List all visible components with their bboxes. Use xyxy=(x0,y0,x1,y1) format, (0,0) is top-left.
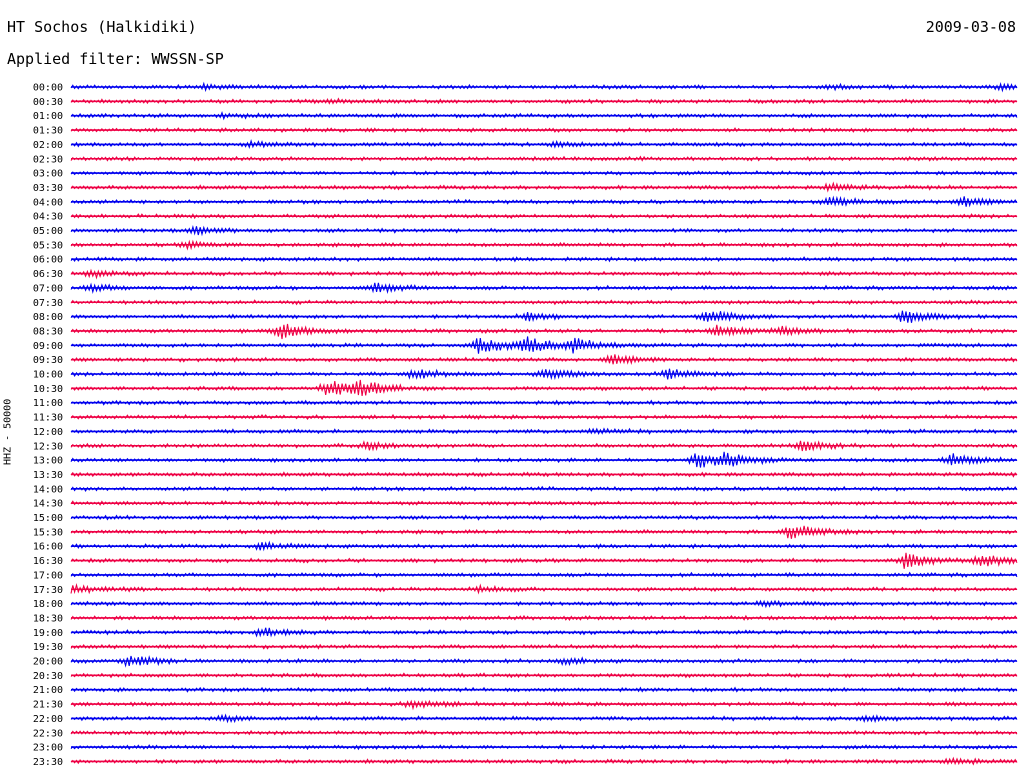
row-label-1230: 12:30 xyxy=(33,441,63,452)
row-label-1100: 11:00 xyxy=(33,398,63,409)
row-label-1600: 16:00 xyxy=(33,542,63,553)
row-label-0730: 07:30 xyxy=(33,298,63,309)
row-label-1630: 16:30 xyxy=(33,556,63,567)
row-label-0800: 08:00 xyxy=(33,312,63,323)
row-label-1300: 13:00 xyxy=(33,456,63,467)
recording-date: 2009-03-08 xyxy=(925,18,1016,36)
row-label-1900: 19:00 xyxy=(33,628,63,639)
row-label-1030: 10:30 xyxy=(33,384,63,395)
row-label-0330: 03:30 xyxy=(33,183,63,194)
row-label-0200: 02:00 xyxy=(33,140,63,151)
trace-group xyxy=(70,81,1018,766)
row-label-0100: 01:00 xyxy=(33,111,63,122)
row-label-0430: 04:30 xyxy=(33,212,63,223)
row-label-1730: 17:30 xyxy=(33,585,63,596)
row-label-1800: 18:00 xyxy=(33,599,63,610)
row-label-0230: 02:30 xyxy=(33,154,63,165)
row-label-1330: 13:30 xyxy=(33,470,63,481)
row-label-0900: 09:00 xyxy=(33,341,63,352)
row-label-0130: 01:30 xyxy=(33,126,63,137)
row-label-1700: 17:00 xyxy=(33,570,63,581)
row-label-2130: 21:30 xyxy=(33,700,63,711)
row-label-2100: 21:00 xyxy=(33,685,63,696)
row-label-0530: 05:30 xyxy=(33,240,63,251)
row-label-1000: 10:00 xyxy=(33,370,63,381)
row-label-2200: 22:00 xyxy=(33,714,63,725)
row-label-0830: 08:30 xyxy=(33,326,63,337)
row-label-0700: 07:00 xyxy=(33,283,63,294)
row-label-2330: 23:30 xyxy=(33,757,63,768)
row-label-0930: 09:30 xyxy=(33,355,63,366)
row-label-1130: 11:30 xyxy=(33,413,63,424)
row-label-1830: 18:30 xyxy=(33,613,63,624)
row-label-1930: 19:30 xyxy=(33,642,63,653)
row-label-0300: 03:00 xyxy=(33,169,63,180)
row-label-2300: 23:00 xyxy=(33,743,63,754)
row-label-0000: 00:00 xyxy=(33,83,63,94)
row-label-1200: 12:00 xyxy=(33,427,63,438)
filter-label: Applied filter: WWSSN-SP xyxy=(7,50,224,68)
row-label-0500: 05:00 xyxy=(33,226,63,237)
row-label-1530: 15:30 xyxy=(33,527,63,538)
row-label-group: 00:00 00:30 01:00 01:30 02:00 02:30 03:00 03:30… xyxy=(33,83,63,768)
row-label-1500: 15:00 xyxy=(33,513,63,524)
row-label-1400: 14:00 xyxy=(33,484,63,495)
row-label-2230: 22:30 xyxy=(33,728,63,739)
row-label-0630: 06:30 xyxy=(33,269,63,280)
station-title: HT Sochos (Halkidiki) xyxy=(7,18,197,36)
row-label-0600: 06:00 xyxy=(33,255,63,266)
row-label-0400: 04:00 xyxy=(33,197,63,208)
row-label-1430: 14:30 xyxy=(33,499,63,510)
row-label-2030: 20:30 xyxy=(33,671,63,682)
row-label-2000: 20:00 xyxy=(33,657,63,668)
row-label-0030: 00:30 xyxy=(33,97,63,108)
